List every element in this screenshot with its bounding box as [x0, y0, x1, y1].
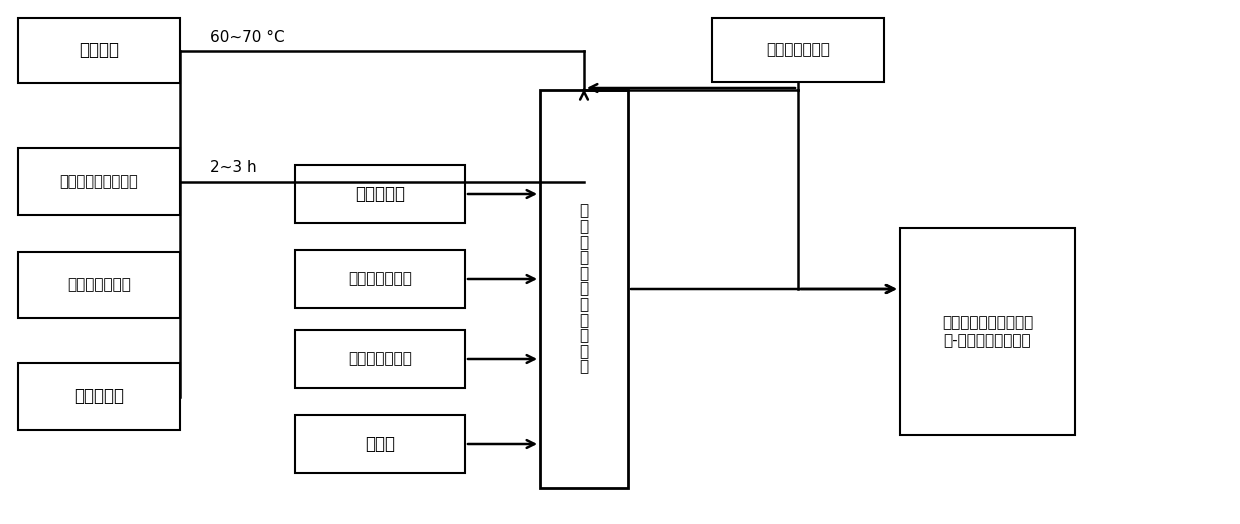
- Text: 引发剂: 引发剂: [365, 435, 396, 453]
- Bar: [19, 148, 180, 215]
- Bar: [539, 90, 627, 488]
- Text: 60~70 °C: 60~70 °C: [210, 29, 285, 45]
- Text: 羟基硅油: 羟基硅油: [79, 41, 119, 60]
- Bar: [295, 330, 465, 388]
- Text: 丙烯酸丁酯: 丙烯酸丁酯: [355, 185, 405, 203]
- Text: 含羟基丙烯酸酯: 含羟基丙烯酸酯: [348, 352, 412, 366]
- Bar: [19, 18, 180, 83]
- Bar: [900, 228, 1075, 435]
- Text: 甲苯／醋酸乙酯: 甲苯／醋酸乙酯: [766, 42, 830, 58]
- Bar: [19, 252, 180, 318]
- Text: 2~3 h: 2~3 h: [210, 160, 257, 176]
- Text: 对甲苯磺酸: 对甲苯磺酸: [74, 388, 124, 406]
- Bar: [19, 363, 180, 430]
- Text: 端羟基聚氧乙烯基醚: 端羟基聚氧乙烯基醚: [60, 174, 139, 189]
- Bar: [295, 250, 465, 308]
- Text: 醚
含
的
聚
氧
乙
烯
基
硅
油
基: 醚 含 的 聚 氧 乙 烯 基 硅 油 基: [579, 203, 589, 375]
- Text: 甲基丙烯酸甲酯: 甲基丙烯酸甲酯: [348, 271, 412, 287]
- Bar: [712, 18, 884, 82]
- Bar: [295, 165, 465, 223]
- Text: 含聚氧乙烯基醚的有机
硅-丙烯酸酯树脂溶液: 含聚氧乙烯基醚的有机 硅-丙烯酸酯树脂溶液: [942, 315, 1033, 348]
- Bar: [295, 415, 465, 473]
- Text: 甲苯／醋酸乙酯: 甲苯／醋酸乙酯: [67, 278, 131, 292]
